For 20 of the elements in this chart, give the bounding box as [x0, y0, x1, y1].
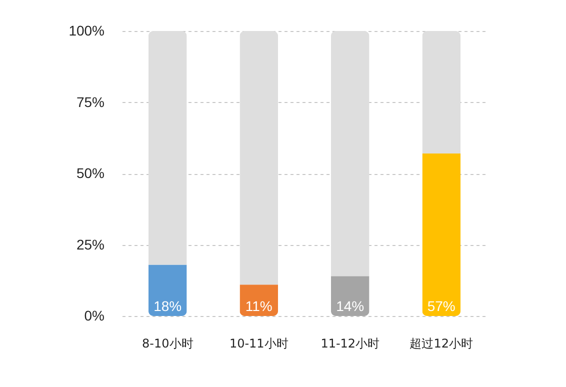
y-tick-label: 0%	[84, 308, 104, 324]
x-tick-label: 超过12小时	[410, 336, 474, 350]
x-tick-label: 10-11小时	[229, 336, 288, 350]
data-label: 11%	[245, 298, 272, 314]
data-label: 18%	[154, 298, 182, 314]
bar	[148, 31, 187, 265]
x-tick-label: 8-10小时	[142, 336, 194, 350]
bar	[240, 31, 278, 285]
bar	[148, 264, 187, 316]
data-label: 57%	[427, 298, 456, 314]
y-tick-label: 75%	[76, 94, 104, 110]
y-tick-label: 25%	[76, 236, 104, 252]
bar	[422, 154, 461, 316]
bar	[422, 31, 461, 154]
y-tick-label: 100%	[68, 22, 104, 38]
y-tick-label: 50%	[76, 165, 104, 181]
x-tick-label: 11-12小时	[320, 336, 380, 350]
data-label: 14%	[336, 298, 364, 314]
bar	[330, 31, 370, 276]
bar	[330, 276, 370, 316]
